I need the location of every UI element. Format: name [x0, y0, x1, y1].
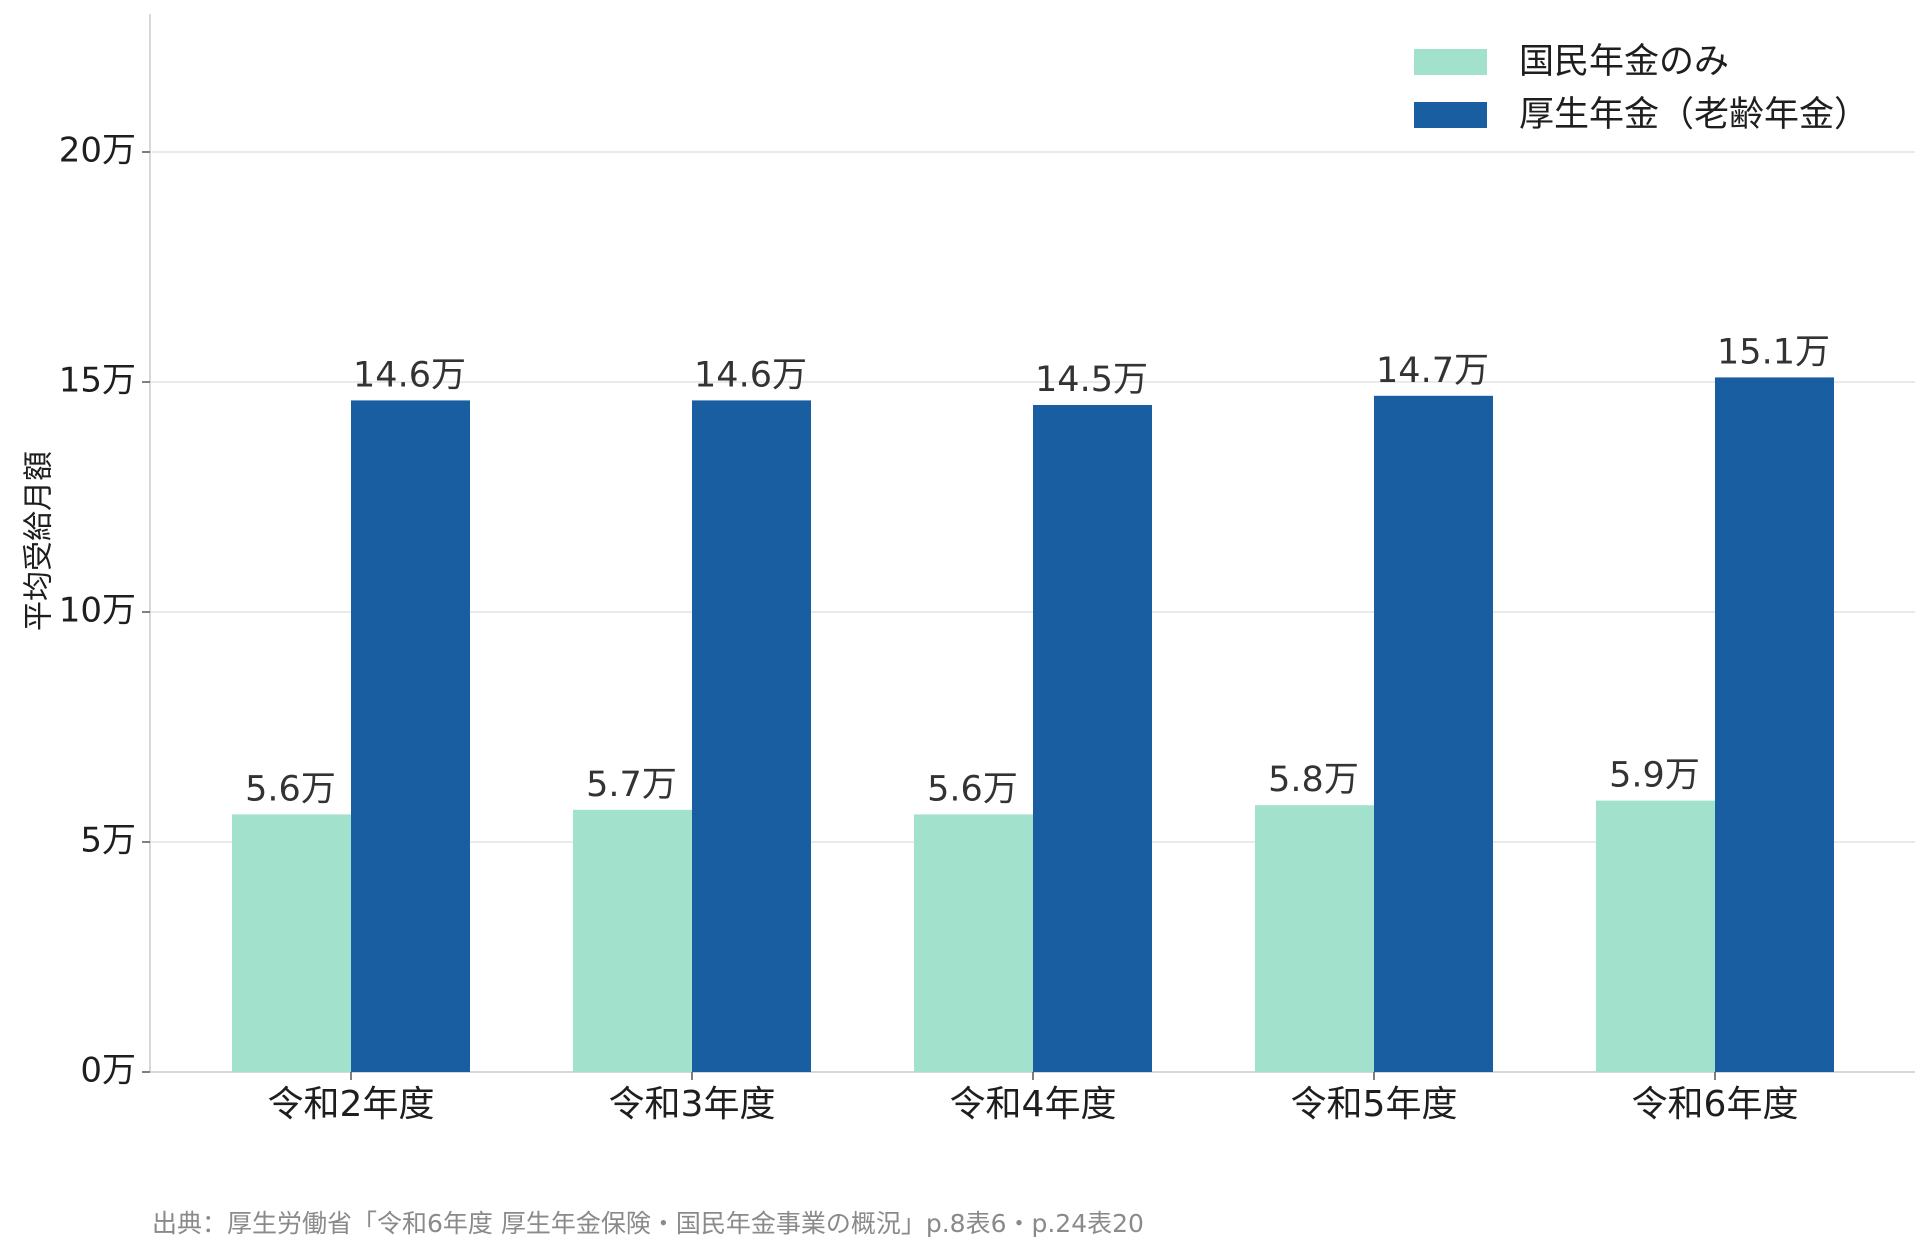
bar: [1596, 800, 1715, 1072]
y-tick-label: 15万: [59, 361, 136, 401]
bar: [232, 814, 351, 1072]
y-axis-title: 平均受給月額: [22, 451, 57, 631]
bar: [692, 400, 811, 1072]
data-label: 14.6万: [694, 355, 807, 395]
data-label: 5.8万: [1268, 760, 1359, 800]
x-tick-label: 令和2年度: [268, 1084, 435, 1125]
data-label: 5.6万: [245, 769, 336, 809]
y-ticks: 0万 5万 10万 15万 20万: [59, 131, 150, 1091]
x-tick-label: 令和5年度: [1291, 1084, 1458, 1125]
legend-label: 厚生年金（老齢年金）: [1519, 95, 1869, 135]
x-tick-label: 令和6年度: [1632, 1084, 1799, 1125]
bar: [1255, 805, 1374, 1072]
data-label: 5.9万: [1609, 756, 1700, 796]
data-label: 15.1万: [1717, 332, 1830, 372]
x-tick-label: 令和4年度: [950, 1084, 1117, 1125]
x-tick-label: 令和3年度: [609, 1084, 776, 1125]
legend-swatch: [1414, 102, 1487, 128]
data-label: 14.5万: [1035, 360, 1148, 400]
data-label: 14.7万: [1376, 351, 1489, 391]
bars: [232, 377, 1834, 1072]
bar: [1715, 377, 1834, 1072]
y-tick-label: 0万: [80, 1051, 136, 1091]
legend-label: 国民年金のみ: [1519, 42, 1729, 82]
data-label: 5.7万: [586, 765, 677, 805]
y-tick-label: 10万: [59, 591, 136, 631]
y-tick-label: 5万: [80, 821, 136, 861]
bar: [1033, 405, 1152, 1072]
source-note: 出典：厚生労働省「令和6年度 厚生年金保険・国民年金事業の概況」p.8表6・p.…: [152, 1209, 1144, 1238]
y-tick-label: 20万: [59, 131, 136, 171]
bar: [914, 814, 1033, 1072]
value-labels: 5.6万 14.6万 5.7万 14.6万 5.6万 14.5万 5.8万 14.7万 5.9万…: [245, 332, 1830, 809]
x-ticks: 令和2年度 令和3年度 令和4年度 令和5年度 令和6年度: [268, 1072, 1799, 1125]
bar: [1374, 395, 1493, 1072]
bar: [351, 400, 470, 1072]
bar: [573, 809, 692, 1072]
data-label: 5.6万: [927, 769, 1018, 809]
legend-swatch: [1414, 49, 1487, 75]
data-label: 14.6万: [353, 355, 466, 395]
